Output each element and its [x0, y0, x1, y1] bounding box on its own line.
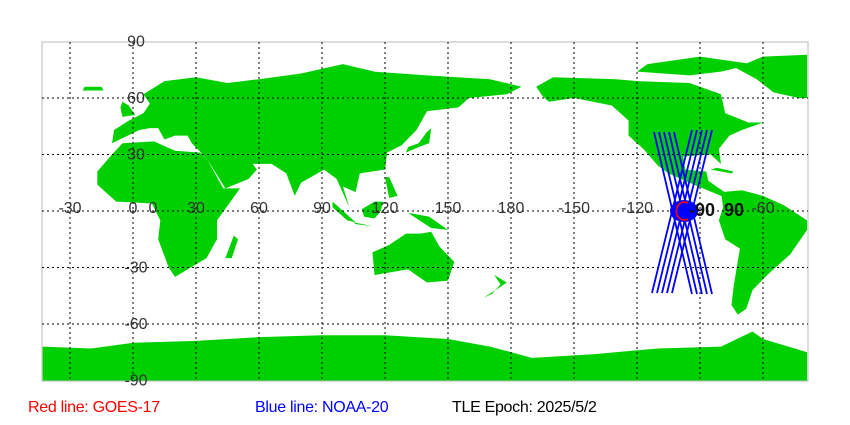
goes17-position-marker [675, 201, 689, 221]
lon-label: 30 [187, 200, 205, 217]
landmass-borneo [361, 201, 383, 219]
lon-label: 150 [435, 200, 462, 217]
lon-label: -150 [558, 200, 590, 217]
landmass-japan [406, 128, 432, 153]
lat-label: -30 [124, 259, 147, 276]
landmass-greenland [735, 54, 808, 99]
lon-label: 90 [313, 200, 331, 217]
lon-label: -60 [751, 200, 774, 217]
legend-red-line: Red line: GOES-17 [28, 399, 160, 416]
landmass-iceland [82, 86, 104, 91]
landmass-cuba [710, 167, 734, 174]
lat-label: 60 [127, 90, 145, 107]
lon-label: 120 [372, 200, 399, 217]
lon-label: -90 [689, 200, 715, 220]
tle-epoch: TLE Epoch: 2025/5/2 [452, 399, 597, 416]
lon-label: -120 [621, 200, 653, 217]
lon-label: 0 [129, 200, 138, 217]
landmass-philippines [385, 177, 398, 198]
legend-blue-line: Blue line: NOAA-20 [255, 399, 389, 416]
landmass-northamerica [536, 77, 763, 196]
landmass-eurasia [112, 64, 522, 208]
lat-label: 30 [127, 147, 145, 164]
landmass-madagascar [225, 235, 238, 259]
landmass-uk [120, 101, 136, 117]
lon-label: 180 [498, 200, 525, 217]
landmass-java [353, 222, 373, 227]
lon-label-overlap: 90 [724, 200, 744, 220]
landmass-newguinea [408, 212, 448, 230]
lat-label: 0 [149, 200, 158, 217]
landmass-africa [97, 141, 241, 277]
lat-label: -90 [124, 372, 147, 389]
landmass-antarctica [42, 331, 808, 381]
lat-label: -60 [124, 316, 147, 333]
lon-label: -30 [58, 200, 81, 217]
landmass-sumatra [332, 201, 356, 223]
landmass-arcticislands [637, 56, 753, 76]
lat-label: 90 [127, 34, 145, 51]
landmass-australia [372, 231, 455, 283]
landmass-nz [483, 275, 507, 298]
lon-label: 60 [250, 200, 268, 217]
